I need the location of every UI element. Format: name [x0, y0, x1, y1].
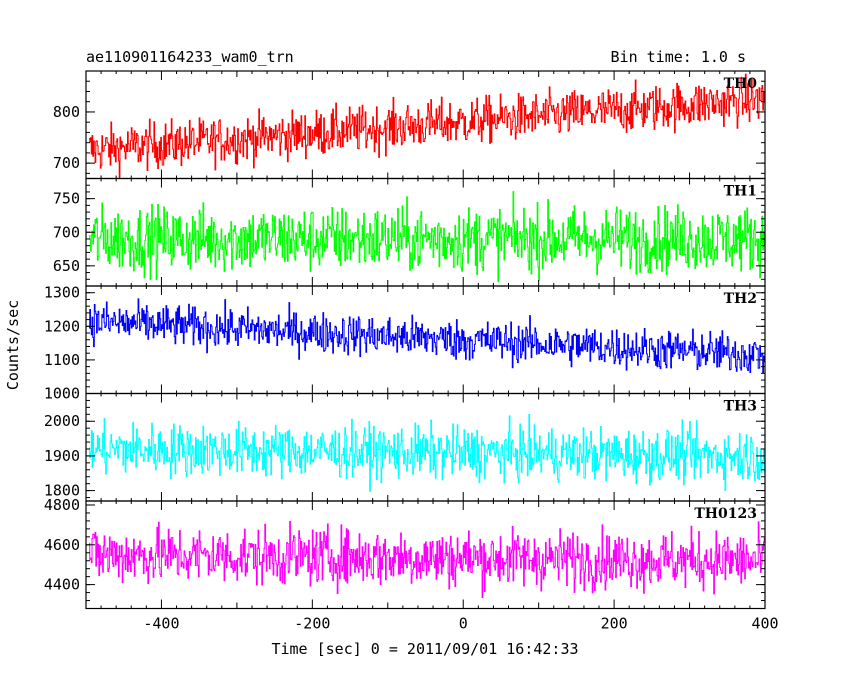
y-axis-label: Counts/sec: [4, 300, 22, 390]
panel-th0123: 4400 4600 4800 TH0123: [44, 496, 766, 610]
y-tick-label: 1900: [44, 447, 80, 465]
y-tick-label: 1300: [44, 284, 80, 302]
chart-title: ae110901164233_wam0_trn: [86, 48, 294, 66]
x-tick-label: -200: [294, 615, 330, 633]
panel-label-th3: TH3: [724, 399, 757, 415]
panel-label-th0: TH0: [724, 76, 758, 92]
panel-label-th1: TH1: [724, 184, 757, 200]
y-tick-label: 650: [53, 257, 80, 275]
series-line-th0123: [89, 520, 765, 599]
y-tick-label: 4600: [44, 536, 80, 554]
panel-frame: [85, 500, 766, 610]
y-tick-label: 750: [53, 190, 80, 208]
y-tick-label: 1100: [44, 351, 80, 369]
panel-th3: 1800 1900 2000 TH3: [44, 392, 766, 502]
series-line-th2: [89, 298, 765, 374]
x-tick-label: -400: [143, 615, 179, 633]
panel-th0: 700 800 TH0: [53, 70, 766, 180]
y-tick-label: 4800: [44, 496, 80, 514]
panel-label-th0123: TH0123: [694, 506, 757, 522]
y-tick-label: 1800: [44, 482, 80, 500]
y-tick-label: 800: [53, 103, 80, 121]
x-axis-tick-labels: -400 -200 0 200 400: [143, 615, 778, 633]
x-tick-label: 200: [601, 615, 628, 633]
y-tick-label: 2000: [44, 412, 80, 430]
bin-time-label: Bin time: 1.0 s: [611, 48, 746, 66]
y-tick-label: 700: [53, 223, 80, 241]
series-line-th1: [89, 191, 765, 283]
series-line-th3: [89, 414, 765, 492]
x-axis-label: Time [sec] 0 = 2011/09/01 16:42:33: [271, 640, 578, 658]
x-tick-label: 0: [459, 615, 468, 633]
panel-th1: 650 700 750 TH1: [53, 177, 766, 287]
panel-label-th2: TH2: [724, 291, 757, 307]
y-tick-label: 1000: [44, 385, 80, 403]
series-line-th0: [89, 73, 765, 179]
panels: 700 800 TH0 650 700 750 TH1 1000 1100 1200 1300 TH2…: [44, 70, 766, 610]
panel-th2: 1000 1100 1200 1300 TH2: [44, 284, 766, 403]
x-tick-label: 400: [751, 615, 778, 633]
y-tick-label: 1200: [44, 317, 80, 335]
y-tick-label: 4400: [44, 576, 80, 594]
y-tick-label: 700: [53, 154, 80, 172]
